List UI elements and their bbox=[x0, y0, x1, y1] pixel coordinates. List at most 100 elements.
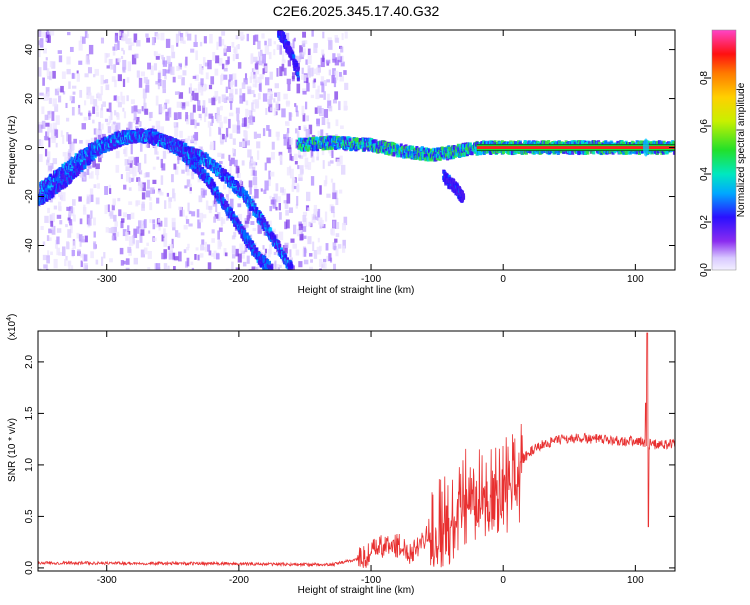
noise-speckle bbox=[321, 116, 326, 126]
noise-speckle bbox=[61, 71, 66, 79]
noise-speckle bbox=[65, 224, 68, 228]
noise-speckle bbox=[108, 102, 112, 113]
trace-sample bbox=[214, 167, 218, 172]
noise-speckle bbox=[105, 84, 110, 91]
noise-speckle bbox=[289, 137, 293, 145]
noise-speckle bbox=[222, 134, 225, 140]
noise-speckle bbox=[49, 71, 52, 81]
noise-speckle bbox=[292, 72, 295, 80]
noise-speckle bbox=[247, 209, 252, 216]
noise-speckle bbox=[305, 128, 310, 139]
noise-speckle bbox=[246, 255, 250, 264]
noise-speckle bbox=[229, 165, 232, 176]
noise-speckle bbox=[66, 56, 71, 65]
noise-speckle bbox=[328, 40, 333, 50]
noise-speckle bbox=[295, 128, 298, 134]
noise-speckle bbox=[280, 187, 284, 193]
noise-speckle bbox=[73, 214, 76, 222]
noise-speckle bbox=[185, 219, 190, 224]
trace-sample bbox=[323, 136, 327, 141]
noise-speckle bbox=[146, 37, 151, 43]
noise-speckle bbox=[266, 125, 270, 131]
noise-speckle bbox=[39, 92, 44, 96]
noise-speckle bbox=[251, 195, 256, 205]
noise-speckle bbox=[87, 165, 92, 169]
noise-speckle bbox=[112, 46, 115, 51]
noise-speckle bbox=[288, 112, 292, 121]
noise-speckle bbox=[149, 219, 152, 223]
noise-speckle bbox=[222, 74, 228, 80]
noise-speckle bbox=[335, 37, 340, 43]
noise-speckle bbox=[269, 195, 272, 199]
noise-speckle bbox=[128, 236, 134, 246]
noise-speckle bbox=[164, 200, 167, 209]
noise-speckle bbox=[287, 60, 291, 67]
noise-speckle bbox=[130, 42, 135, 46]
noise-speckle bbox=[170, 66, 175, 76]
noise-speckle bbox=[269, 205, 273, 212]
noise-speckle bbox=[76, 70, 79, 74]
noise-speckle bbox=[156, 151, 159, 155]
noise-speckle bbox=[133, 33, 138, 43]
noise-speckle bbox=[285, 209, 289, 216]
noise-speckle bbox=[52, 158, 58, 165]
trace-sample bbox=[231, 211, 235, 216]
noise-speckle bbox=[45, 122, 50, 127]
trace-sample bbox=[342, 138, 346, 143]
noise-speckle bbox=[277, 92, 281, 102]
noise-speckle bbox=[307, 48, 311, 56]
noise-speckle bbox=[332, 212, 336, 218]
noise-speckle bbox=[244, 245, 248, 253]
noise-speckle bbox=[173, 266, 176, 270]
noise-speckle bbox=[227, 96, 232, 101]
noise-speckle bbox=[49, 61, 53, 68]
trace-sample bbox=[375, 146, 379, 151]
noise-speckle bbox=[157, 72, 161, 82]
trace-sample bbox=[111, 134, 115, 139]
noise-speckle bbox=[132, 118, 136, 124]
noise-speckle bbox=[323, 80, 327, 87]
noise-speckle bbox=[123, 111, 127, 119]
noise-speckle bbox=[302, 48, 306, 55]
noise-speckle bbox=[221, 31, 226, 36]
trace-sample bbox=[251, 200, 255, 205]
trace-sample bbox=[444, 151, 448, 156]
trace-sample bbox=[238, 221, 242, 226]
noise-speckle bbox=[298, 174, 303, 181]
noise-speckle bbox=[51, 111, 55, 121]
noise-speckle bbox=[38, 154, 43, 162]
trace-sample bbox=[339, 139, 343, 144]
trace-sample bbox=[223, 173, 227, 178]
noise-speckle bbox=[114, 221, 118, 227]
noise-speckle bbox=[225, 86, 228, 93]
noise-speckle bbox=[310, 176, 315, 186]
noise-speckle bbox=[98, 93, 103, 101]
noise-speckle bbox=[321, 49, 325, 56]
noise-speckle bbox=[78, 196, 82, 202]
noise-speckle bbox=[120, 55, 124, 60]
noise-speckle bbox=[47, 250, 50, 258]
noise-speckle bbox=[301, 51, 305, 57]
trace-sample bbox=[210, 178, 214, 183]
noise-speckle bbox=[291, 265, 295, 270]
noise-speckle bbox=[98, 121, 101, 131]
trace-sample bbox=[154, 129, 158, 134]
noise-speckle bbox=[192, 75, 197, 79]
noise-speckle bbox=[322, 53, 325, 62]
noise-speckle bbox=[102, 101, 106, 107]
noise-speckle bbox=[335, 197, 339, 206]
noise-speckle bbox=[156, 156, 160, 160]
noise-speckle bbox=[303, 247, 307, 257]
noise-speckle bbox=[318, 245, 322, 252]
noise-speckle bbox=[232, 73, 237, 80]
noise-speckle bbox=[319, 185, 322, 195]
trace-sample bbox=[432, 147, 436, 152]
noise-speckle bbox=[70, 223, 73, 234]
noise-speckle bbox=[156, 125, 161, 135]
noise-speckle bbox=[186, 257, 190, 267]
trace-sample bbox=[466, 150, 470, 155]
trace-sample bbox=[127, 138, 131, 143]
noise-speckle bbox=[180, 37, 185, 44]
noise-speckle bbox=[260, 269, 264, 270]
